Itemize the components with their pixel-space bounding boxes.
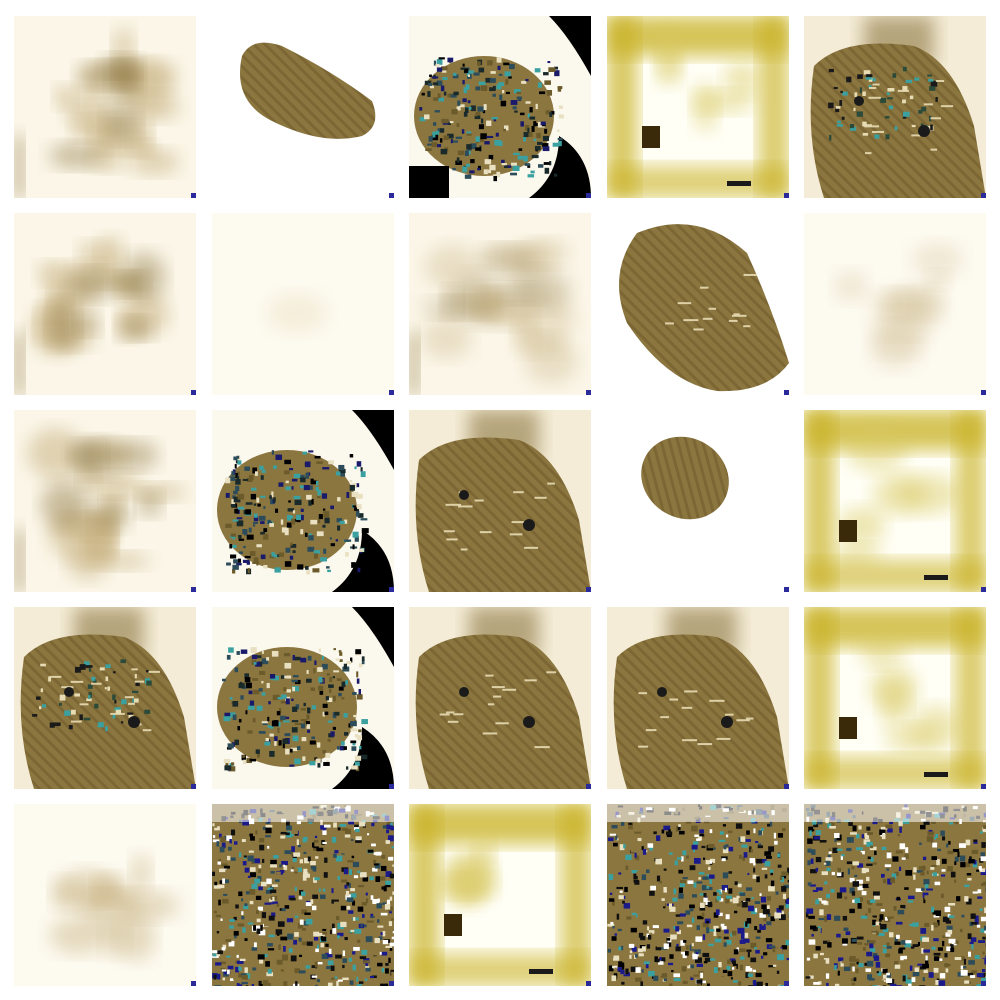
sample-tile [14,213,196,395]
sample-tile [804,410,986,592]
sample-image [409,804,591,986]
sample-image [804,213,986,395]
sample-image [14,16,196,198]
sample-tile [409,213,591,395]
sample-tile [211,410,394,592]
sample-tile [211,607,394,789]
sample-tile [804,607,986,789]
corner-marker [783,784,789,789]
sample-image [804,16,986,198]
sample-image [14,804,196,986]
corner-marker [981,390,986,395]
corner-marker [981,587,986,592]
sample-tile [14,804,196,986]
sample-tile [606,16,789,198]
sample-image [409,16,591,198]
sample-tile [409,410,591,592]
sample-tile [14,607,196,789]
corner-marker [981,784,986,789]
corner-marker [586,784,591,789]
sample-tile [606,410,789,592]
corner-marker [388,981,394,986]
sample-image [804,804,986,986]
corner-marker [586,981,591,986]
corner-marker [191,193,196,198]
corner-marker [191,784,196,789]
sample-image [606,16,789,198]
corner-marker [783,193,789,198]
corner-marker [191,981,196,986]
corner-marker [981,981,986,986]
sample-tile [409,607,591,789]
sample-tile [211,804,394,986]
corner-marker [981,193,986,198]
sample-tile [409,804,591,986]
sample-tile [14,16,196,198]
corner-marker [586,390,591,395]
corner-marker [191,390,196,395]
sample-tile [804,213,986,395]
sample-tile [14,410,196,592]
sample-image [606,213,789,395]
sample-tile [804,16,986,198]
corner-marker [586,587,591,592]
corner-marker [783,981,789,986]
sample-tile [804,804,986,986]
sample-tile [606,607,789,789]
sample-image [409,410,591,592]
corner-marker [783,587,789,592]
sample-image [211,607,394,789]
sample-image [606,804,789,986]
corner-marker [388,193,394,198]
image-grid [14,16,986,986]
sample-image [211,804,394,986]
corner-marker [586,193,591,198]
sample-image [804,607,986,789]
corner-marker [388,390,394,395]
sample-tile [211,16,394,198]
sample-tile [606,213,789,395]
sample-image [804,410,986,592]
sample-image [606,410,789,592]
corner-marker [783,390,789,395]
sample-tile [606,804,789,986]
corner-marker [388,587,394,592]
sample-image [606,607,789,789]
corner-marker [388,784,394,789]
sample-image [409,213,591,395]
corner-marker [191,587,196,592]
sample-image [14,410,196,592]
sample-image [14,607,196,789]
sample-image [211,410,394,592]
sample-tile [409,16,591,198]
sample-tile [211,213,394,395]
sample-image [409,607,591,789]
sample-image [14,213,196,395]
sample-image [211,16,394,198]
sample-image [211,213,394,395]
